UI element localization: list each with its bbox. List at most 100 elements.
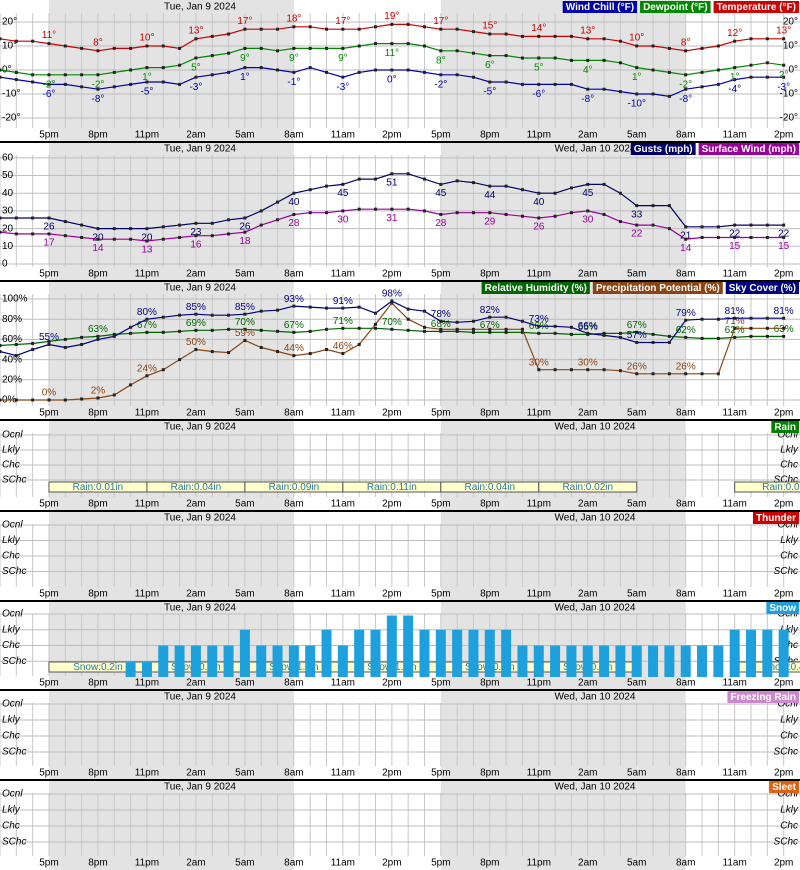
x-tick-label: 2am [578, 408, 597, 419]
data-point [455, 211, 459, 215]
y-tick-label: -10° [780, 89, 798, 100]
data-label: 45 [435, 188, 447, 199]
x-tick-label: 5am [235, 408, 254, 419]
data-point [406, 172, 410, 176]
data-point [210, 234, 214, 238]
data-point [357, 342, 361, 346]
data-label: 45 [582, 188, 594, 199]
data-point [667, 227, 671, 231]
data-point [63, 220, 67, 224]
data-label: 65% [578, 322, 598, 333]
data-label: 30 [582, 215, 594, 226]
legend-swatch [481, 282, 590, 294]
x-tick-label: 8am [284, 768, 303, 779]
y-tick-label: Lkly [780, 805, 799, 816]
legend-label: Freezing Rain [730, 692, 796, 703]
data-label: 1° [730, 72, 740, 83]
data-point [455, 179, 459, 183]
x-tick-label: 11pm [527, 130, 551, 141]
data-point [194, 75, 198, 79]
data-label: 26 [533, 222, 545, 233]
data-point [471, 51, 475, 55]
data-point [667, 46, 671, 50]
x-tick-label: 8pm [480, 678, 499, 689]
y-tick-label: Lkly [780, 445, 799, 456]
x-tick-label: 2pm [382, 858, 401, 869]
data-point [161, 44, 165, 48]
data-point [765, 316, 769, 320]
data-point [210, 34, 214, 38]
data-point [259, 309, 263, 313]
data-point [129, 46, 133, 50]
data-label: 51 [386, 177, 398, 188]
y-tick-label: 80% [2, 314, 22, 325]
x-tick-label: 2pm [774, 269, 793, 280]
data-label: -10° [628, 99, 646, 110]
data-point [96, 337, 100, 341]
data-point [341, 326, 345, 330]
y-tick-label: Ocnl [777, 609, 798, 620]
data-label: 18° [286, 13, 301, 24]
data-point [112, 334, 116, 338]
legend-swatch [562, 1, 638, 13]
data-label: 10° [629, 33, 644, 44]
data-point [178, 358, 182, 362]
data-point [684, 237, 688, 241]
y-tick-label: Chc [2, 640, 20, 651]
data-point [765, 37, 769, 41]
x-tick-label: 11am [723, 269, 747, 280]
data-point [14, 70, 18, 74]
data-point [667, 334, 671, 338]
data-point [716, 68, 720, 72]
legend-label: Surface Wind (mph) [702, 144, 796, 155]
data-point [145, 239, 149, 243]
data-point [488, 315, 492, 319]
date-label: Tue, Jan 9 2024 [164, 782, 236, 793]
y-tick-label: SChc [774, 837, 798, 848]
y-tick-label: 20 [2, 223, 14, 234]
data-label: 8° [93, 37, 103, 48]
data-point [651, 68, 655, 72]
data-label: 81% [774, 306, 794, 317]
y-tick-label: 0° [788, 65, 798, 76]
data-point [47, 82, 51, 86]
y-tick-label: Ocnl [777, 699, 798, 710]
period-label: Rain:0.11in [367, 482, 417, 493]
data-point [553, 324, 557, 328]
data-point [243, 230, 247, 234]
data-point [374, 177, 378, 181]
legend-swatch [640, 1, 711, 13]
y-tick-label: 40% [2, 354, 22, 365]
x-tick-label: 5pm [39, 499, 58, 510]
data-point [635, 223, 639, 227]
data-point [194, 328, 198, 332]
data-point [292, 212, 296, 216]
y-tick-label: Lkly [2, 624, 21, 635]
x-tick-label: 5am [627, 269, 646, 280]
data-point [276, 200, 280, 204]
bar [337, 645, 348, 677]
data-point [129, 227, 133, 231]
data-label: 40 [288, 197, 300, 208]
night-shading [440, 281, 686, 420]
data-point [276, 329, 280, 333]
data-point [537, 34, 541, 38]
data-label: 82% [480, 305, 500, 316]
date-label: Wed, Jan 10 2024 [555, 513, 636, 524]
date-label: Wed, Jan 10 2024 [555, 782, 636, 793]
x-tick-label: 2am [578, 269, 597, 280]
data-point [96, 87, 100, 91]
y-tick-label: Lkly [2, 715, 21, 726]
x-tick-label: 11pm [135, 678, 159, 689]
x-tick-label: 2pm [382, 499, 401, 510]
data-point [537, 191, 541, 195]
data-label: 67% [284, 320, 304, 331]
data-point [276, 27, 280, 31]
data-point [47, 42, 51, 46]
data-point [129, 68, 133, 72]
data-point [716, 82, 720, 86]
data-point [520, 327, 524, 331]
data-point [504, 80, 508, 84]
x-tick-label: 8pm [480, 499, 499, 510]
x-tick-label: 5pm [39, 858, 58, 869]
